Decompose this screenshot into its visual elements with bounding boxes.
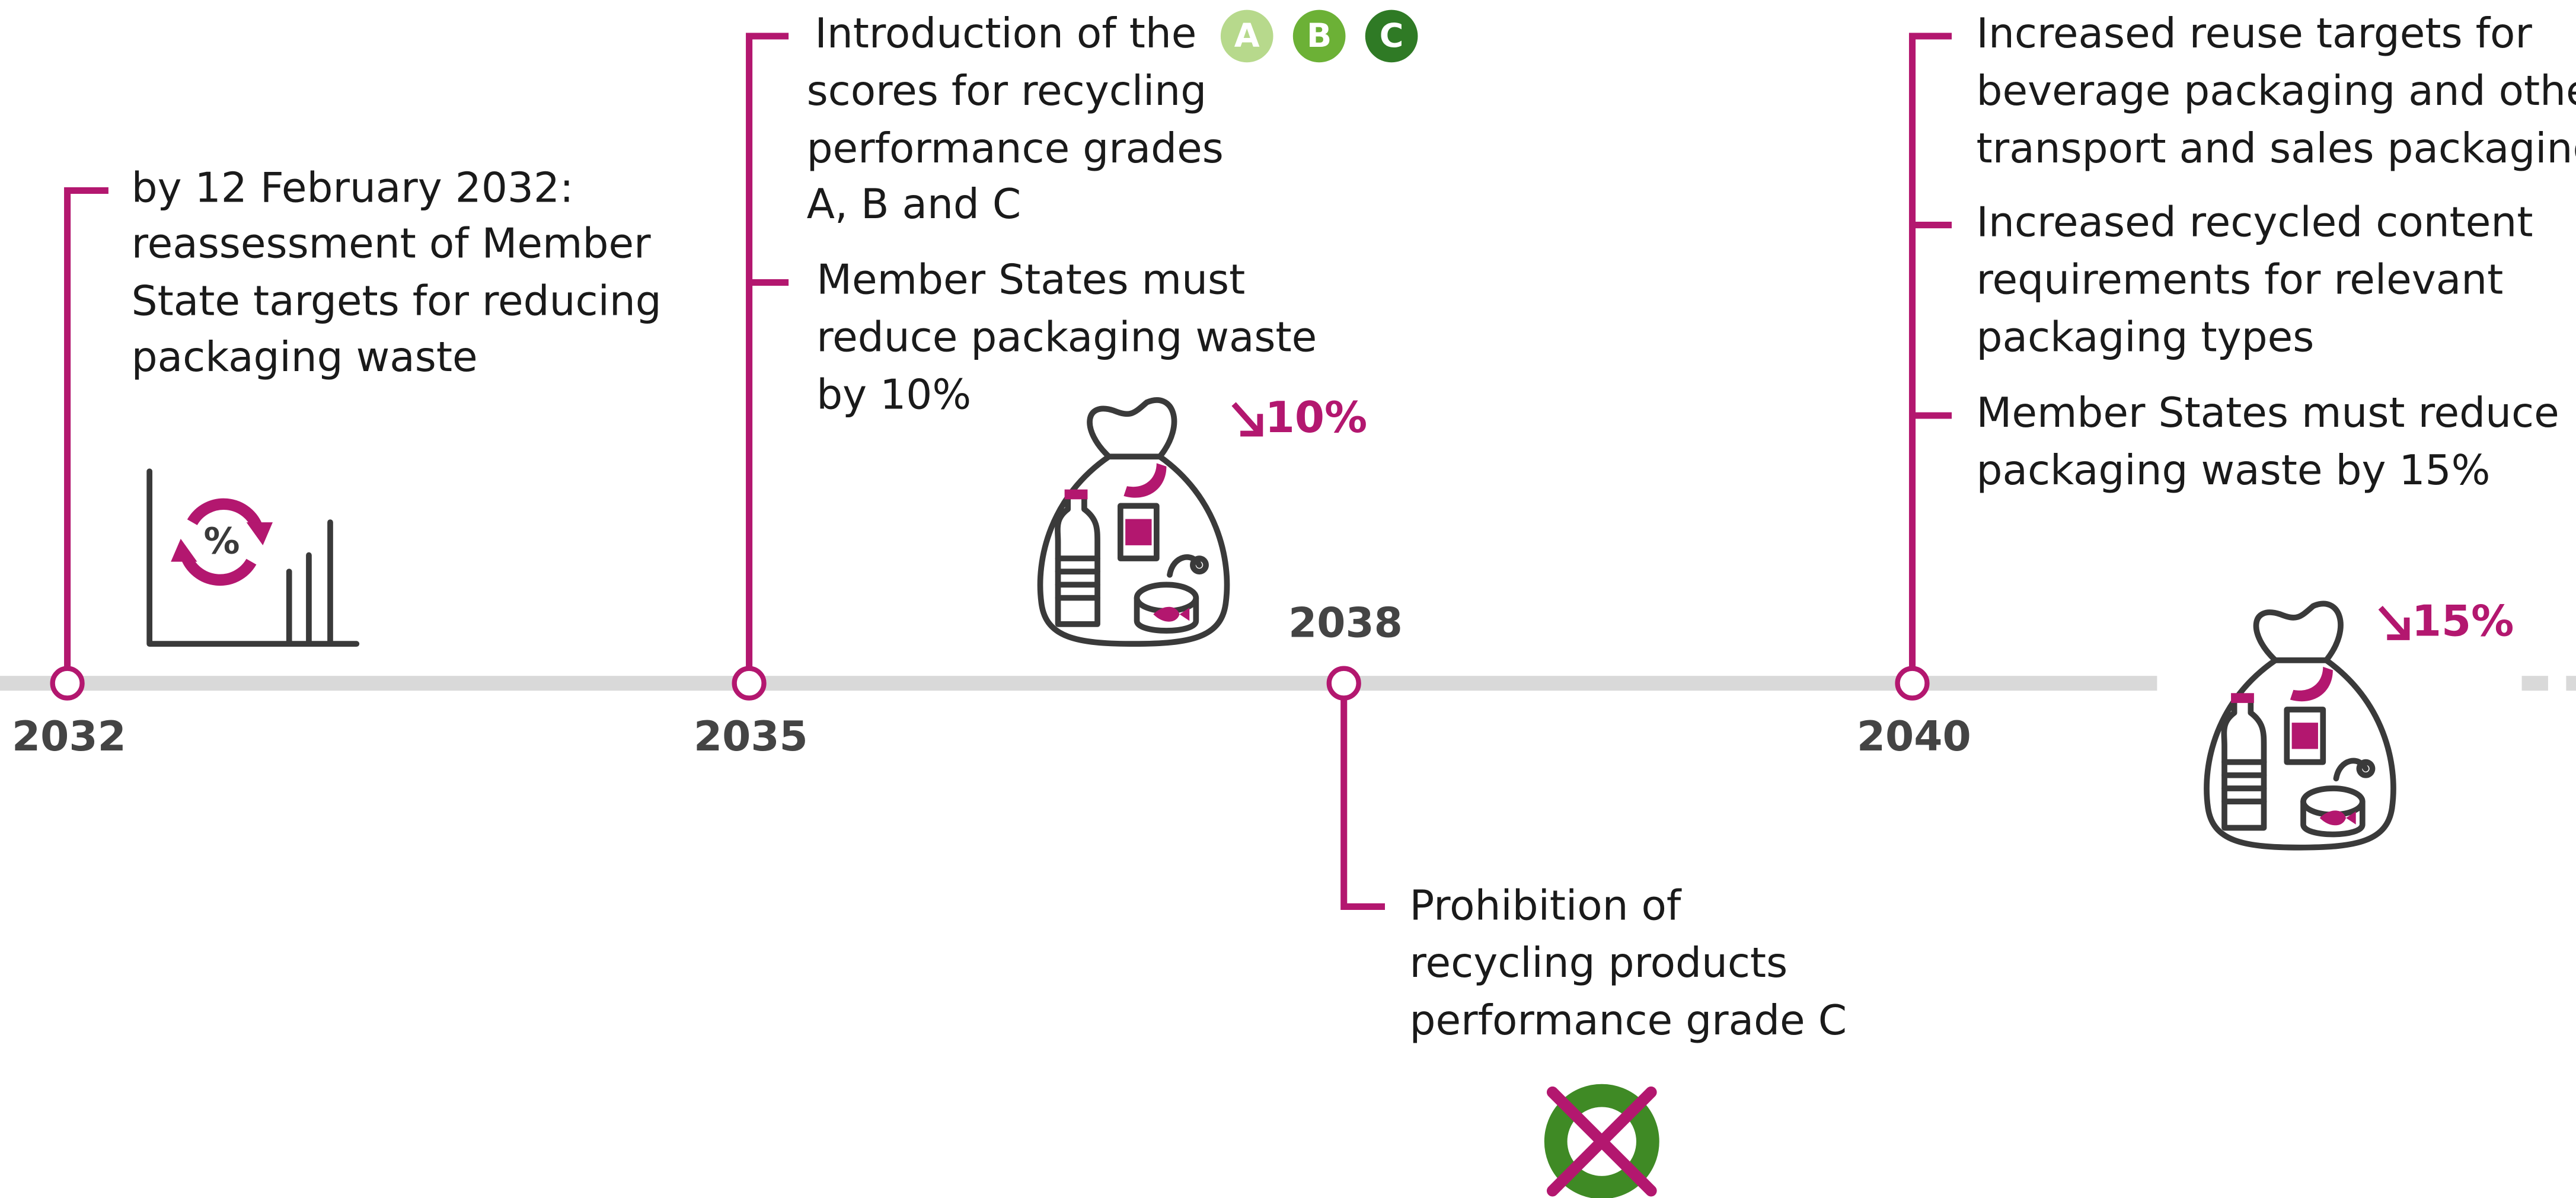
event-text: Increased recycled content [1977, 199, 2533, 247]
grade-label: A [1234, 17, 1260, 55]
event-text: requirements for relevant [1977, 257, 2504, 304]
reduction-label: 15% [2412, 596, 2514, 646]
event-text: by 12 February 2032: [132, 164, 574, 212]
milestone-2032-part [53, 669, 82, 698]
reduction-label: 10% [1265, 392, 1367, 442]
event-text: beverage packaging and other [1977, 68, 2576, 115]
event-text: performance grades [807, 125, 1224, 172]
event-text: Member States must [816, 257, 1245, 304]
waste-bag-icon [1040, 400, 1227, 644]
event-text: A, B and C [807, 181, 1022, 228]
event-text: Prohibition of [1410, 882, 1682, 929]
page: 2032 by 12 February 2032: reassessment o… [0, 0, 2576, 1198]
event-text: Increased reuse targets for [1977, 10, 2533, 57]
timeline-diagram: 2032 by 12 February 2032: reassessment o… [0, 0, 2576, 1198]
event-text: packaging waste by 15% [1977, 447, 2491, 494]
milestone-2040-part [1898, 669, 1927, 698]
event-text: reduce packaging waste [816, 314, 1317, 362]
milestone-2032-part [68, 190, 108, 668]
milestone-2040-part [1912, 36, 1952, 669]
grade-label: B [1307, 17, 1332, 55]
grade-label: C [1380, 17, 1404, 55]
year-label: 2040 [1857, 713, 1971, 761]
event-text: packaging waste [132, 334, 478, 381]
event-text: scores for recycling [807, 68, 1207, 115]
event-text: by 10% [816, 372, 971, 419]
icon-label: % [204, 520, 240, 563]
event-text: performance grade C [1410, 997, 1847, 1044]
event-text: transport and sales packaging [1977, 125, 2576, 172]
milestone-2035-part [735, 669, 764, 698]
chart-icon-part [289, 522, 330, 644]
decrease-arrow [1234, 404, 1260, 434]
milestone-2038-part [1344, 698, 1385, 907]
year-label: 2032 [12, 713, 126, 761]
milestone-2038-part [1329, 669, 1359, 698]
year-label: 2038 [1288, 600, 1403, 647]
prohibited-grade-icon [1553, 1092, 1651, 1191]
chart-icon: % [149, 471, 356, 644]
milestone-2040: 2040 Increased reuse targets for beverag… [1857, 10, 2576, 848]
decrease-arrow [2380, 608, 2406, 637]
grade-badges: A B C [1221, 10, 1418, 63]
waste-bag-icon [2207, 603, 2393, 847]
event-text: packaging types [1977, 314, 2315, 362]
milestone-2032: 2032 by 12 February 2032: reassessment o… [12, 164, 662, 760]
event-text: recycling products [1410, 940, 1788, 987]
event-text: State targets for reducing [132, 278, 662, 325]
milestone-2035: 2035 Introduction of the scores for recy… [694, 10, 1418, 761]
chart-icon-part [247, 522, 273, 545]
milestone-2035-part [749, 36, 789, 669]
event-text: Member States must reduce [1977, 389, 2559, 437]
event-text: Introduction of the [815, 10, 1196, 57]
event-text: reassessment of Member [132, 221, 651, 268]
year-label: 2035 [694, 713, 808, 761]
chart-icon-part [171, 539, 197, 562]
